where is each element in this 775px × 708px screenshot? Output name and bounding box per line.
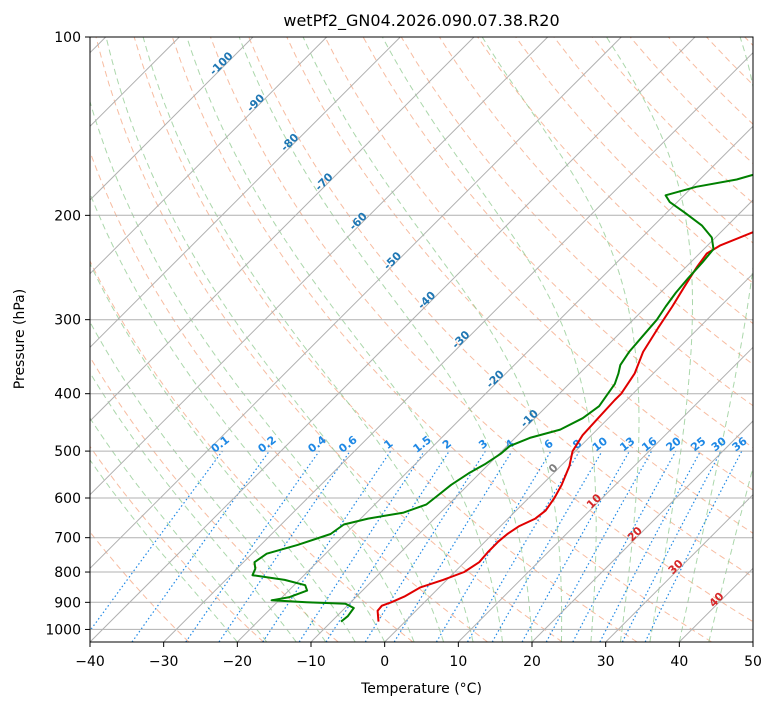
- dry-adiabat: [515, 37, 753, 284]
- x-tick-label: −10: [296, 654, 326, 670]
- mixing-ratio-line: [572, 450, 677, 642]
- mixing-ratio-line: [298, 450, 425, 642]
- dry-adiabat: [90, 356, 339, 642]
- moist-adiabat: [481, 37, 640, 642]
- moist-adiabat: [90, 192, 386, 642]
- moist-adiabat: [238, 37, 533, 642]
- y-tick-label: 700: [54, 531, 81, 547]
- y-tick-label: 100: [54, 30, 81, 46]
- y-axis-label: Pressure (hPa): [12, 289, 28, 389]
- dry-adiabat: [95, 37, 563, 642]
- dry-adiabat: [133, 37, 638, 642]
- x-tick-label: 20: [523, 654, 541, 670]
- moist-adiabat: [606, 37, 693, 642]
- mixing-ratio-line: [521, 450, 631, 642]
- temperature-profile: [376, 231, 753, 622]
- isotherm-line: [90, 37, 549, 496]
- moist-adiabat: [186, 37, 503, 642]
- moist-adiabat: [90, 417, 268, 642]
- dry-adiabat: [324, 37, 753, 491]
- moist-adiabat: [90, 371, 297, 642]
- x-tick-label: 10: [449, 654, 467, 670]
- isotherm-line: [457, 346, 753, 642]
- mixing-ratio-line: [325, 450, 450, 642]
- mixing-ratio-line: [131, 450, 270, 642]
- x-axis: −40 −30 −20 −10 0 10 20 30 40 50: [75, 642, 762, 670]
- profiles: [251, 173, 753, 623]
- y-tick-label: 600: [54, 491, 81, 507]
- x-tick-label: −20: [223, 654, 253, 670]
- mixing-ratio-line: [393, 450, 513, 642]
- dewpoint-profile: [251, 173, 753, 623]
- dry-adiabat: [286, 37, 753, 534]
- chart-title: wetPf2_GN04.2026.090.07.38.R20: [283, 11, 559, 31]
- isotherm-line: [605, 493, 753, 642]
- moist-adiabat: [105, 37, 445, 642]
- moist-adiabat: [678, 37, 753, 642]
- x-tick-label: 30: [597, 654, 615, 670]
- grid-lines: [90, 37, 753, 642]
- y-tick-label: 300: [54, 313, 81, 329]
- isotherm-line: [236, 125, 753, 642]
- mixing-ratio-line: [545, 450, 653, 642]
- y-tick-label: 900: [54, 595, 81, 611]
- plot-frame: [89, 36, 754, 643]
- x-tick-label: −30: [149, 654, 179, 670]
- dry-adiabat: [90, 259, 414, 642]
- dry-adiabat: [171, 37, 712, 642]
- moist-adiabat: [302, 37, 563, 642]
- x-tick-label: −40: [75, 654, 105, 670]
- isotherm-line: [90, 37, 328, 275]
- x-tick-label: 50: [744, 654, 762, 670]
- moist-adiabat: [708, 465, 753, 642]
- isotherm-line: [90, 37, 401, 349]
- isotherm-line: [90, 37, 622, 570]
- background-lines: [90, 37, 753, 642]
- y-tick-label: 1000: [45, 622, 81, 638]
- isotherm-line: [163, 51, 753, 642]
- mixing-ratio-line: [218, 450, 351, 642]
- mixing-ratio-line: [185, 450, 320, 642]
- mixing-ratio-line: [644, 450, 743, 642]
- moist-adiabat: [381, 37, 597, 642]
- x-tick-label: 40: [670, 654, 688, 670]
- y-axis: 100 200 300 400 500 600 700 800 900 1000: [45, 30, 90, 638]
- isotherm-line: [531, 420, 753, 642]
- isotherm-line: [384, 272, 753, 642]
- y-tick-label: 200: [54, 208, 81, 224]
- x-axis-label: Temperature (°C): [360, 681, 482, 697]
- mixing-ratio-line: [262, 450, 392, 642]
- dry-adiabat: [90, 445, 264, 642]
- y-tick-label: 400: [54, 387, 81, 403]
- mixing-ratio-line: [90, 450, 223, 632]
- isotherm-line: [90, 37, 475, 422]
- isotherm-line: [90, 37, 254, 201]
- moist-adiabat: [90, 262, 356, 642]
- isotherm-line: [310, 199, 753, 642]
- isotherm-line: [90, 37, 696, 642]
- y-tick-label: 800: [54, 565, 81, 581]
- x-tick-label: 0: [380, 654, 389, 670]
- dry-adiabat: [248, 37, 753, 578]
- moist-adiabat: [142, 37, 474, 642]
- y-tick-label: 500: [54, 444, 81, 460]
- moist-adiabat: [90, 459, 238, 642]
- moist-adiabat: [90, 321, 327, 642]
